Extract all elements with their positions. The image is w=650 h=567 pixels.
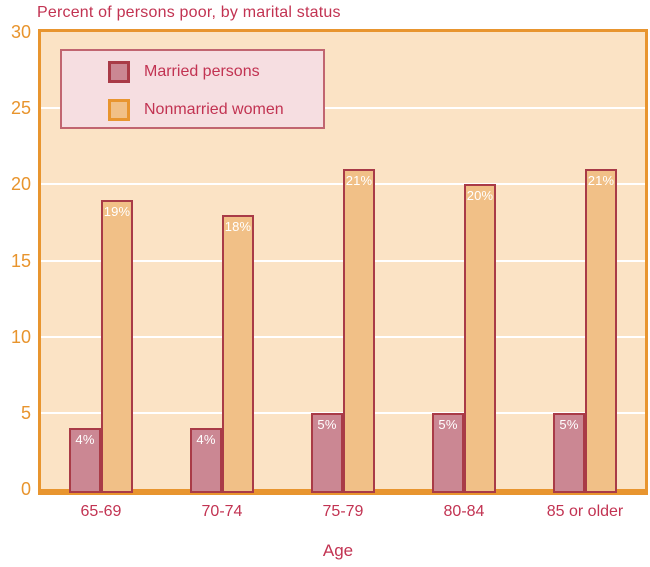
x-axis-title: Age bbox=[322, 541, 354, 560]
x-tick-label-80-84: 80-84 bbox=[443, 503, 485, 520]
bar-nonmarried-65-69: 19% bbox=[101, 200, 133, 493]
y-tick-label-10: 10 bbox=[10, 326, 31, 347]
y-tick-label-20: 20 bbox=[10, 174, 31, 195]
legend-label-married-persons: Married persons bbox=[144, 63, 260, 80]
bar-value-label: 5% bbox=[317, 417, 337, 432]
bar-value-label: 21% bbox=[587, 173, 615, 188]
bar-value-label: 5% bbox=[438, 417, 458, 432]
bar-value-label: 4% bbox=[75, 432, 95, 447]
y-tick-label-30: 30 bbox=[10, 22, 31, 42]
bar-married-75-79: 5% bbox=[311, 413, 343, 493]
plot-inner: 4% 19% 4% 18% 5% 21% 5% 20% 5% 21% bbox=[41, 32, 645, 493]
bar-nonmarried-80-84: 20% bbox=[464, 184, 496, 493]
bar-value-label: 20% bbox=[466, 188, 494, 203]
x-tick-label-65-69: 65-69 bbox=[80, 503, 122, 520]
bar-value-label: 18% bbox=[224, 219, 252, 234]
bar-nonmarried-85 or older: 21% bbox=[585, 169, 617, 493]
y-tick-label-25: 25 bbox=[10, 98, 31, 119]
gridline-25 bbox=[41, 107, 645, 110]
bar-nonmarried-75-79: 21% bbox=[343, 169, 375, 493]
bar-married-85 or older: 5% bbox=[553, 413, 585, 493]
x-tick-label-85-or-older: 85 or older bbox=[546, 503, 624, 520]
y-tick-label-5: 5 bbox=[20, 402, 31, 423]
legend-swatch-nonmarried-women bbox=[108, 99, 130, 121]
bar-married-65-69: 4% bbox=[69, 428, 101, 493]
legend-item-married-persons: Married persons bbox=[108, 61, 260, 83]
y-tick-label-0: 0 bbox=[20, 479, 31, 499]
legend: Married persons Nonmarried women bbox=[60, 49, 325, 129]
legend-item-nonmarried-women: Nonmarried women bbox=[108, 99, 284, 121]
chart-title: Percent of persons poor, by marital stat… bbox=[37, 4, 341, 21]
x-tick-label-70-74: 70-74 bbox=[201, 503, 243, 520]
legend-swatch-married-persons bbox=[108, 61, 130, 83]
legend-label-nonmarried-women: Nonmarried women bbox=[144, 101, 284, 118]
y-tick-label-15: 15 bbox=[10, 250, 31, 271]
bar-value-label: 4% bbox=[196, 432, 216, 447]
bar-married-70-74: 4% bbox=[190, 428, 222, 493]
bar-nonmarried-70-74: 18% bbox=[222, 215, 254, 493]
x-tick-label-75-79: 75-79 bbox=[322, 503, 364, 520]
bar-value-label: 5% bbox=[559, 417, 579, 432]
bar-value-label: 21% bbox=[345, 173, 373, 188]
bar-married-80-84: 5% bbox=[432, 413, 464, 493]
plot-area: 4% 19% 4% 18% 5% 21% 5% 20% 5% 21% Married person… bbox=[38, 29, 648, 495]
bar-value-label: 19% bbox=[103, 204, 131, 219]
